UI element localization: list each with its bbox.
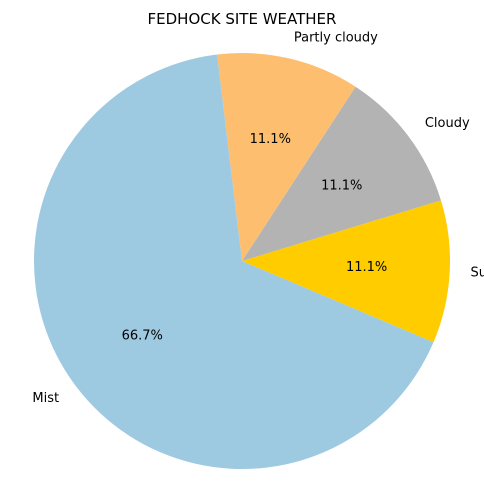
pie-percent-labels: 11.1% 11.1% 11.1% 66.7% [122,132,388,344]
chart-title: FEDHOCK SITE WEATHER [148,10,337,28]
pie-percent-label-partly-cloudy: 11.1% [250,132,291,147]
pie-percent-label-sunny: 11.1% [346,260,387,275]
pie-category-label-sunny: Sunny [470,266,484,281]
pie-category-label-mist: Mist [32,391,59,406]
pie-slice-cloudy [242,86,441,262]
pie-slices [34,53,450,470]
pie-percent-label-cloudy: 11.1% [321,179,362,194]
pie-category-labels: Sunny Cloudy Partly cloudy Mist [32,31,484,406]
pie-slice-mist [34,54,434,470]
pie-percent-label-mist: 66.7% [122,329,163,344]
pie-slice-sunny [242,200,450,343]
pie-category-label-cloudy: Cloudy [425,116,470,131]
pie-category-label-partly-cloudy: Partly cloudy [294,31,378,46]
pie-slice-partly-cloudy [217,53,356,262]
